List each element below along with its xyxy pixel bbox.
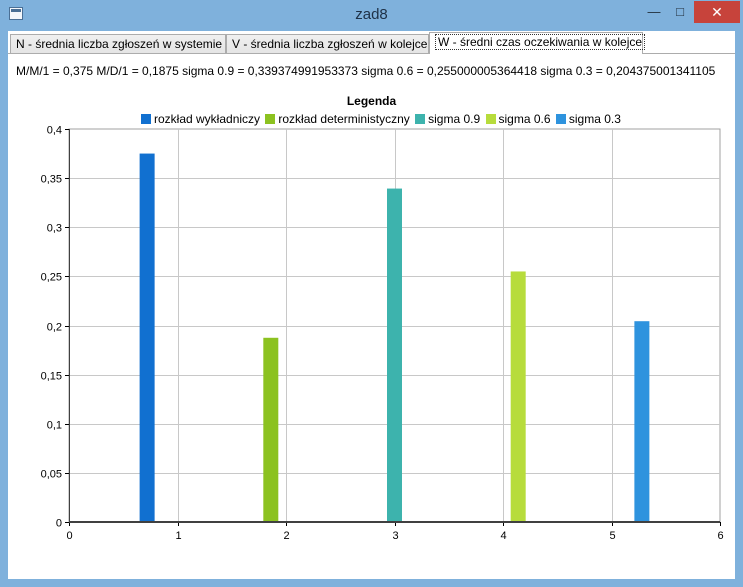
chart-bar — [263, 337, 279, 522]
chart-bar — [139, 153, 155, 522]
legend-swatch — [555, 114, 566, 124]
x-tick-label: 6 — [717, 530, 723, 542]
legend-item: sigma 0.6 — [485, 112, 551, 126]
legend-swatch — [415, 114, 426, 124]
y-tick-label: 0 — [56, 518, 62, 530]
main-content: N - średnia liczba zgłoszeń w systemie V… — [8, 31, 735, 579]
tab-strip: N - średnia liczba zgłoszeń w systemie V… — [8, 31, 735, 55]
close-button[interactable]: ✕ — [694, 1, 740, 23]
legend-item: sigma 0.9 — [415, 112, 480, 126]
y-tick-label: 0,2 — [47, 322, 62, 334]
tab-label: N - średnia liczba zgłoszeń w systemie — [16, 37, 223, 51]
minimize-button[interactable]: — — [647, 4, 661, 19]
tab-w-wait-time[interactable]: W - średni czas oczekiwania w kolejce — [429, 32, 646, 54]
x-tick-label: 2 — [283, 530, 289, 542]
tab-label: V - średnia liczba zgłoszeń w kolejce — [232, 37, 428, 51]
x-tick-label: 5 — [609, 530, 615, 542]
y-tick-label: 0,15 — [41, 371, 62, 383]
y-tick-label: 0,3 — [47, 223, 62, 235]
legend-item: rozkład deterministyczny — [265, 112, 410, 126]
x-tick-label: 3 — [392, 530, 398, 542]
title-bar[interactable]: zad8 — □ ✕ — [0, 0, 743, 30]
y-tick-label: 0,25 — [41, 272, 62, 284]
window-title: zad8 — [355, 6, 388, 23]
y-tick-label: 0,4 — [47, 125, 62, 137]
legend-item: rozkład wykładniczy — [141, 112, 260, 126]
legend-label: rozkład wykładniczy — [154, 112, 261, 126]
legend-title: Legenda — [346, 94, 397, 108]
chart-legend: rozkład wykładniczy rozkład deterministy… — [141, 112, 623, 126]
legend-item: sigma 0.3 — [555, 112, 621, 126]
x-tick-label: 4 — [500, 530, 506, 542]
y-tick-label: 0,35 — [41, 174, 62, 186]
x-tick-label: 1 — [175, 530, 181, 542]
legend-swatch — [141, 114, 151, 124]
app-icon[interactable] — [9, 7, 23, 20]
y-tick-label: 0,05 — [41, 469, 62, 481]
x-tick-label: 0 — [66, 530, 72, 542]
chart-bar — [510, 271, 526, 522]
bar-chart: 0 1 2 3 4 5 6 0 0,05 0,1 0,15 0,2 0,25 0,3 0,35 0,4 — [41, 125, 724, 543]
legend-swatch — [485, 114, 496, 124]
chart-bar — [387, 188, 402, 522]
legend-label: rozkład deterministyczny — [278, 112, 410, 126]
tab-label: W - średni czas oczekiwania w kolejce — [435, 34, 646, 50]
legend-label: sigma 0.9 — [428, 112, 481, 126]
chart-bar — [634, 321, 650, 522]
tab-n-system[interactable]: N - średnia liczba zgłoszeń w systemie — [10, 34, 226, 53]
maximize-button[interactable]: □ — [676, 4, 684, 19]
y-tick-label: 0,1 — [47, 420, 62, 432]
legend-label: sigma 0.3 — [568, 112, 621, 126]
tab-v-queue[interactable]: V - średnia liczba zgłoszeń w kolejce — [226, 34, 429, 53]
tab-strip-border — [8, 53, 735, 54]
legend-label: sigma 0.6 — [498, 112, 551, 126]
legend-swatch — [265, 114, 276, 124]
stats-text: M/M/1 = 0,375 M/D/1 = 0,1875 sigma 0.9 =… — [16, 64, 716, 78]
